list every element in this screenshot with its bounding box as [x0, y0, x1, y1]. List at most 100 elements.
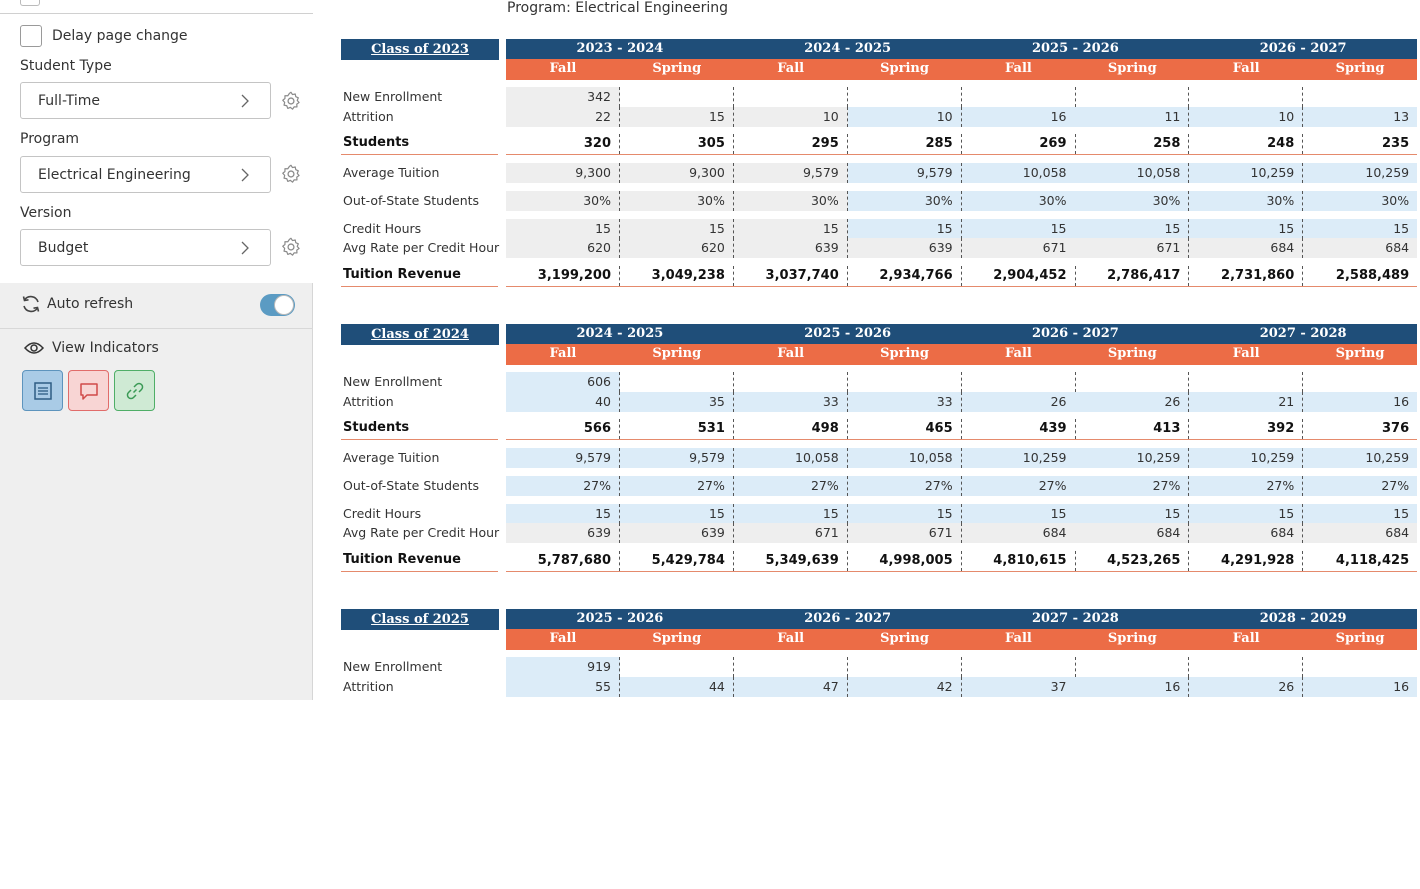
chevron-right-icon	[241, 241, 249, 255]
table-cell: 27%	[961, 476, 1076, 496]
term-label: Spring	[880, 61, 929, 76]
divider	[0, 328, 313, 329]
term-label: Fall	[549, 631, 577, 646]
table-cell: 342	[506, 87, 620, 107]
row-label: Avg Rate per Credit Hour	[343, 240, 500, 255]
delay-page-change-row[interactable]: Delay page change	[20, 25, 188, 47]
gear-icon[interactable]	[280, 236, 302, 258]
table-cell: 5,349,639	[734, 551, 848, 571]
link-indicator-button[interactable]	[114, 370, 155, 411]
term-label: Fall	[1232, 346, 1260, 361]
table-cell: 10,259	[1303, 448, 1418, 468]
table-cell: 392	[1189, 419, 1304, 439]
table-cell: 3,199,200	[506, 266, 620, 286]
view-indicators-row: View Indicators	[24, 340, 159, 356]
row-label: Tuition Revenue	[343, 267, 461, 282]
comment-indicator-button[interactable]	[68, 370, 109, 411]
table-cell: 305	[620, 134, 734, 154]
table-row: New Enrollment 606	[341, 372, 1420, 392]
table-cell: 35	[619, 392, 734, 412]
row-underline	[506, 571, 1417, 572]
student-type-select[interactable]: Full-Time	[20, 82, 271, 119]
term-label: Fall	[549, 346, 577, 361]
empty-cell	[1189, 372, 1304, 392]
table-cell: 21	[1189, 392, 1304, 412]
empty-cell	[848, 87, 962, 107]
class-title-link[interactable]: Class of 2024	[341, 324, 499, 345]
row-underline	[341, 439, 498, 440]
program-select[interactable]: Electrical Engineering	[20, 156, 271, 193]
table-cell: 47	[733, 677, 848, 697]
table-row: Out-of-State Students 30% 30% 30% 30% 30% 30% 3…	[341, 191, 1420, 211]
table-cell: 4,523,265	[1075, 551, 1190, 571]
year-label: 2026 - 2027	[1259, 41, 1347, 56]
table-cell: 10	[1189, 107, 1304, 127]
table-cell: 639	[847, 238, 962, 258]
table-cell: 15	[619, 107, 734, 127]
table-row: Avg Rate per Credit Hour 639 639 671 671 684 6…	[341, 523, 1420, 543]
table-cell: 10,259	[1075, 448, 1190, 468]
class-title-link[interactable]: Class of 2023	[341, 39, 499, 60]
row-label: Out-of-State Students	[343, 193, 480, 208]
term-label: Spring	[1107, 631, 1157, 646]
table-cell: 26	[961, 392, 1076, 412]
table-cell: 269	[962, 134, 1076, 154]
table-cell: 10,058	[847, 448, 962, 468]
table-cell: 10,259	[1189, 448, 1304, 468]
program-label: Program	[20, 131, 80, 147]
year-label: 2023 - 2024	[576, 41, 664, 56]
version-select[interactable]: Budget	[20, 229, 271, 266]
table-cell: 639	[733, 238, 848, 258]
row-label: Attrition	[343, 679, 394, 694]
empty-cell	[962, 87, 1076, 107]
table-cell: 531	[620, 419, 734, 439]
table-cell: 3,037,740	[734, 266, 848, 286]
class-title-link[interactable]: Class of 2025	[341, 609, 499, 630]
link-icon	[126, 382, 143, 399]
term-label: Fall	[1232, 631, 1260, 646]
empty-cell	[1075, 87, 1190, 107]
table-cell: 15	[847, 504, 962, 524]
auto-refresh-label: Auto refresh	[47, 296, 134, 312]
gear-icon[interactable]	[280, 163, 302, 185]
table-cell: 15	[733, 219, 848, 239]
table-cell: 566	[506, 419, 620, 439]
table-cell: 27%	[1189, 476, 1304, 496]
term-label: Spring	[652, 346, 702, 361]
table-cell: 15	[847, 219, 962, 239]
table-row: Students 320 305 295 285 269 258 248 235	[341, 134, 1420, 154]
row-underline	[506, 286, 1417, 287]
row-label: Average Tuition	[343, 450, 440, 465]
term-header: Fall Spring Fall Spring Fall Spring Fall Spring	[506, 59, 1417, 80]
empty-cell	[1303, 87, 1417, 107]
year-label: 2027 - 2028	[1259, 326, 1347, 341]
table-cell: 10,058	[1075, 163, 1190, 183]
table-cell: 27%	[733, 476, 848, 496]
table-cell: 26	[1075, 392, 1190, 412]
auto-refresh-toggle[interactable]	[260, 294, 295, 316]
table-row: Attrition 55 44 47 42 37 16 26 16	[341, 677, 1420, 697]
table-cell: 15	[1303, 504, 1418, 524]
row-label: Out-of-State Students	[343, 478, 480, 493]
table-cell: 10,058	[961, 163, 1076, 183]
empty-cell	[734, 372, 848, 392]
table-cell: 684	[1303, 238, 1418, 258]
divider	[0, 13, 313, 14]
table-row: Average Tuition 9,300 9,300 9,579 9,579 10,05…	[341, 163, 1420, 183]
version-value: Budget	[38, 239, 89, 256]
table-row: Students 566 531 498 465 439 413 392 376	[341, 419, 1420, 439]
table-cell: 639	[619, 523, 734, 543]
table-cell: 9,300	[506, 163, 620, 183]
notes-indicator-button[interactable]	[22, 370, 63, 411]
table-cell: 2,934,766	[848, 266, 962, 286]
table-cell: 4,118,425	[1335, 553, 1410, 568]
table-cell: 606	[506, 372, 620, 392]
row-label: Average Tuition	[343, 165, 440, 180]
collapsed-control[interactable]	[20, 0, 40, 6]
table-cell: 30%	[733, 191, 848, 211]
table-cell: 498	[734, 419, 848, 439]
gear-icon[interactable]	[280, 90, 302, 112]
table-cell: 15	[961, 219, 1076, 239]
delay-page-change-checkbox[interactable]	[20, 25, 42, 47]
table-cell: 258	[1075, 134, 1190, 154]
